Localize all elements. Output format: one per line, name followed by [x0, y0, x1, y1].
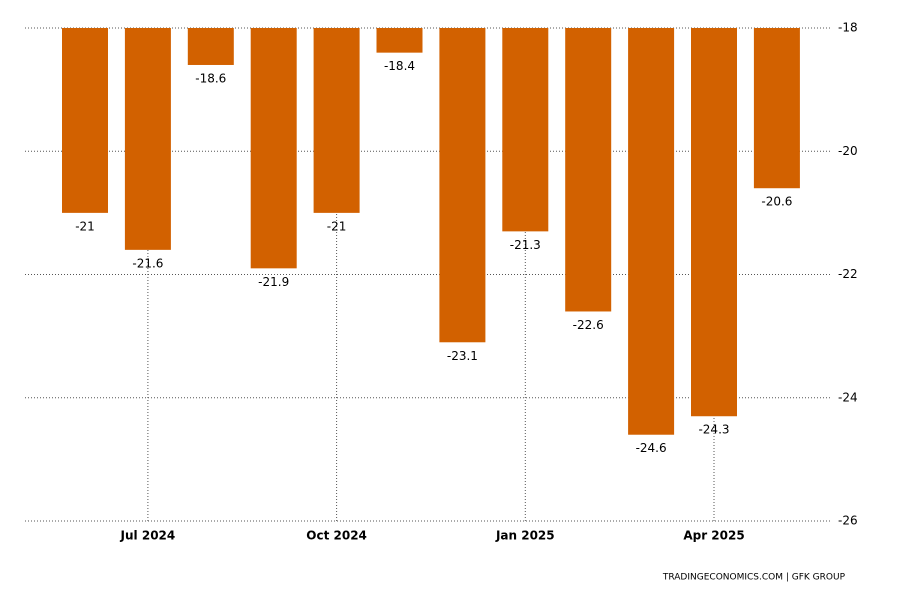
bar [753, 28, 800, 189]
bar [691, 28, 737, 417]
data-label: -18.4 [384, 59, 415, 73]
data-label: -21 [327, 219, 347, 233]
y-tick-label: -24 [838, 390, 858, 404]
x-tick-label: Jan 2025 [495, 529, 555, 543]
y-tick-label: -26 [838, 514, 858, 528]
data-label: -21.3 [510, 238, 541, 252]
data-label: -22.6 [573, 318, 604, 332]
bar [565, 28, 612, 312]
source: TRADINGECONOMICS.COM | GFK GROUP [662, 573, 846, 583]
bar [124, 28, 171, 250]
data-label: -20.6 [761, 195, 792, 209]
data-label: -18.6 [195, 71, 226, 85]
bar [376, 28, 423, 53]
data-label: -21.9 [258, 275, 289, 289]
y-tick-label: -20 [838, 144, 858, 158]
data-label: -21.6 [132, 256, 163, 270]
x-tick-label: Apr 2025 [683, 529, 744, 543]
bar [187, 28, 234, 65]
y-tick-label: -22 [838, 267, 858, 281]
x-tick-label: Oct 2024 [306, 529, 367, 543]
bar [502, 28, 549, 232]
bar [250, 28, 297, 269]
data-label: -24.6 [636, 441, 667, 455]
bar [62, 28, 108, 213]
x-tick-label: Jul 2024 [120, 529, 176, 543]
bar [313, 28, 360, 213]
data-label: -21 [75, 219, 95, 233]
data-label: -23.1 [447, 349, 478, 363]
data-label: -24.3 [698, 423, 729, 437]
bar [628, 28, 675, 435]
y-tick-label: -18 [838, 21, 858, 35]
bar [439, 28, 486, 343]
